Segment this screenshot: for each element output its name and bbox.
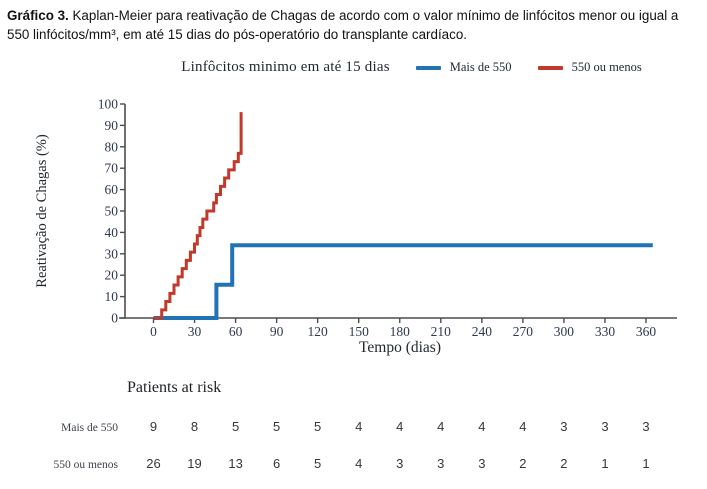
risk-table-row: Mais de 550 9 8 5 5 5 4 4 4 4 4 3 3 3 (61, 419, 649, 434)
y-axis-title: Reativação de Chagas (%) (34, 134, 50, 288)
x-tick-label: 30 (188, 324, 202, 339)
y-tick-label: 100 (98, 97, 119, 112)
y-tick-label: 60 (105, 182, 119, 197)
risk-count: 8 (191, 419, 198, 434)
figure-caption-text: Kaplan-Meier para reativação de Chagas d… (7, 8, 679, 42)
legend-item-mais-de-550: Mais de 550 (415, 60, 512, 75)
x-tick-label: 180 (390, 324, 411, 339)
risk-count: 1 (642, 456, 649, 471)
y-tick-label: 10 (105, 289, 119, 304)
x-tick-label: 240 (472, 324, 493, 339)
risk-count: 3 (560, 419, 567, 434)
risk-count: 3 (478, 456, 485, 471)
x-tick-label: 150 (349, 324, 370, 339)
legend-swatch-blue-icon (415, 65, 441, 70)
risk-count: 3 (396, 456, 403, 471)
y-tick-label: 20 (105, 268, 119, 283)
x-tick-label: 210 (431, 324, 452, 339)
legend-title: Linfôcitos minimo em até 15 dias (181, 59, 390, 75)
risk-count: 26 (146, 456, 160, 471)
x-tick-label: 360 (636, 324, 657, 339)
legend-label: 550 ou menos (571, 60, 642, 74)
x-tick-label: 330 (595, 324, 616, 339)
risk-count: 9 (150, 419, 157, 434)
x-axis-ticks: 0 30 60 90 120 150 180 210 240 270 300 330 360 (150, 318, 656, 339)
legend-swatch-red-icon (537, 65, 563, 70)
x-axis-title: Tempo (dias) (359, 339, 441, 356)
x-tick-label: 90 (270, 324, 284, 339)
risk-count: 5 (314, 419, 321, 434)
x-tick-label: 300 (554, 324, 575, 339)
risk-count: 4 (437, 419, 444, 434)
x-tick-label: 270 (513, 324, 534, 339)
risk-count: 5 (232, 419, 239, 434)
risk-count: 19 (187, 456, 201, 471)
legend-item-550-ou-menos: 550 ou menos (537, 60, 642, 75)
risk-count: 13 (228, 456, 242, 471)
figure-caption-prefix: Gráfico 3. (7, 8, 69, 23)
y-tick-label: 40 (105, 225, 119, 240)
risk-count: 3 (437, 456, 444, 471)
risk-count: 2 (560, 456, 567, 471)
risk-count: 4 (478, 419, 485, 434)
risk-count: 4 (396, 419, 403, 434)
y-tick-label: 50 (105, 204, 119, 219)
figure-caption: Gráfico 3. Kaplan-Meier para reativação … (7, 6, 701, 44)
risk-count: 2 (519, 456, 526, 471)
risk-table-title: Patients at risk (127, 379, 221, 396)
axes (119, 104, 677, 319)
y-tick-label: 70 (105, 161, 119, 176)
x-tick-label: 0 (150, 324, 157, 339)
y-tick-label: 80 (105, 139, 119, 154)
risk-count: 5 (314, 456, 321, 471)
x-tick-label: 120 (308, 324, 329, 339)
y-tick-label: 30 (105, 246, 119, 261)
risk-row-label: 550 ou menos (53, 459, 118, 471)
series-550-ou-menos (153, 112, 243, 320)
risk-count: 6 (273, 456, 280, 471)
risk-row-label: Mais de 550 (61, 422, 118, 434)
risk-count: 1 (601, 456, 608, 471)
y-tick-label: 0 (111, 311, 118, 326)
y-tick-label: 90 (105, 118, 119, 133)
x-tick-label: 60 (229, 324, 243, 339)
risk-count: 5 (273, 419, 280, 434)
chart-legend: Linfôcitos minimo em até 15 dias Mais de… (0, 59, 707, 76)
risk-count: 3 (601, 419, 608, 434)
series-mais-de-550 (153, 243, 653, 320)
risk-count: 4 (519, 419, 526, 434)
y-axis-ticks: 0 10 20 30 40 50 60 70 80 90 100 (98, 97, 125, 326)
risk-table-row: 550 ou menos 26 19 13 6 5 4 3 3 3 2 2 1 1 (53, 456, 649, 471)
risk-count: 4 (355, 456, 362, 471)
risk-count: 4 (355, 419, 362, 434)
risk-count: 3 (642, 419, 649, 434)
legend-label: Mais de 550 (449, 60, 512, 74)
